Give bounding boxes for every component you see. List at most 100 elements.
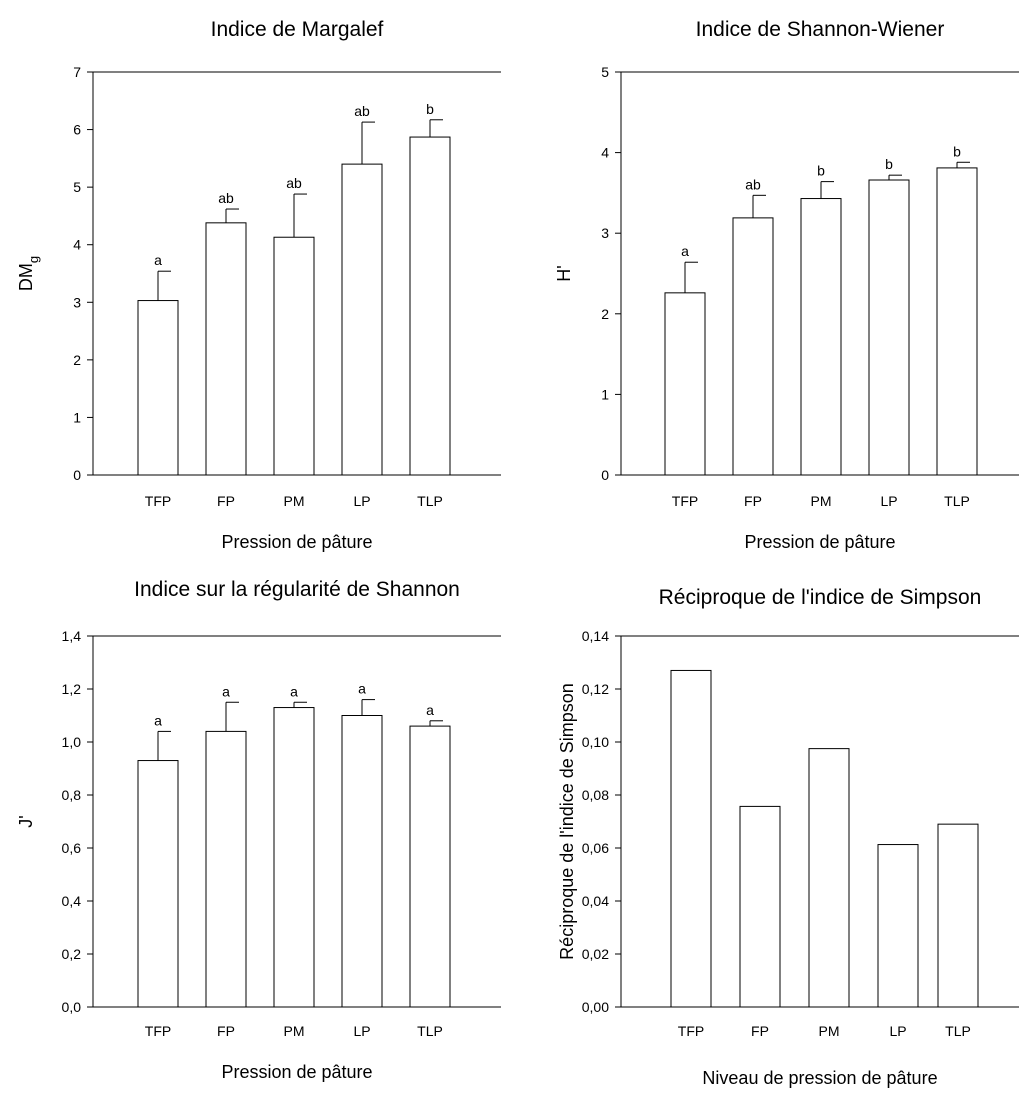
bar xyxy=(739,805,781,1008)
y-tick-label: 3 xyxy=(601,225,609,241)
chart-panel-2: Indice de Shannon-Wiener 0 1 2 3 4 5 a TFP ab FP b P… xyxy=(554,18,1019,552)
significance-letter: a xyxy=(222,683,230,699)
bar xyxy=(937,823,979,1008)
y-tick-label: 0,06 xyxy=(582,840,609,856)
y-tick-label: 0,00 xyxy=(582,999,609,1015)
bar xyxy=(800,198,842,476)
y-tick-label: 0 xyxy=(73,467,81,483)
y-axis-label: DMg xyxy=(16,256,41,291)
x-axis-label: Pression de pâture xyxy=(221,532,372,552)
x-tick-label: TLP xyxy=(417,1023,443,1039)
x-tick-label: FP xyxy=(217,1023,235,1039)
bar xyxy=(868,179,910,476)
y-tick-label: 0,8 xyxy=(62,787,82,803)
bar xyxy=(341,163,383,476)
bar xyxy=(137,300,179,476)
y-tick-label: 0,2 xyxy=(62,946,82,962)
y-axis-label: Réciproque de l'indice de Simpson xyxy=(557,683,577,960)
bar xyxy=(808,748,850,1008)
chart-panel-3: Indice sur la régularité de Shannon 0,0 0,… xyxy=(16,578,501,1082)
significance-letter: b xyxy=(885,156,893,172)
bar xyxy=(137,760,179,1008)
chart-title: Indice sur la régularité de Shannon xyxy=(134,578,460,601)
x-tick-label: PM xyxy=(811,493,832,509)
y-tick-label: 0 xyxy=(601,467,609,483)
y-tick-label: 0,02 xyxy=(582,946,609,962)
bar xyxy=(205,730,247,1008)
significance-letter: a xyxy=(154,252,162,268)
bar xyxy=(273,707,315,1008)
significance-letter: a xyxy=(358,681,366,697)
y-tick-label: 0,08 xyxy=(582,787,609,803)
significance-letter: a xyxy=(681,243,689,259)
x-tick-label: LP xyxy=(353,1023,370,1039)
y-tick-label: 3 xyxy=(73,294,81,310)
y-tick-label: 1,2 xyxy=(62,681,82,697)
x-tick-label: TFP xyxy=(678,1023,704,1039)
significance-letter: ab xyxy=(218,190,234,206)
x-tick-label: TFP xyxy=(145,493,171,509)
y-tick-label: 1 xyxy=(73,409,81,425)
y-tick-label: 4 xyxy=(601,145,609,161)
x-tick-label: PM xyxy=(284,493,305,509)
y-tick-label: 0,14 xyxy=(582,628,609,644)
chart-panel-1: Indice de Margalef 0 1 2 3 4 5 6 7 a TFP ab FP ab PM ab… xyxy=(16,18,501,552)
bar xyxy=(409,725,451,1008)
y-tick-label: 1 xyxy=(601,386,609,402)
x-tick-label: PM xyxy=(819,1023,840,1039)
bar xyxy=(341,715,383,1008)
y-tick-label: 2 xyxy=(73,352,81,368)
bar xyxy=(273,236,315,476)
y-tick-label: 0,4 xyxy=(62,893,82,909)
significance-letter: a xyxy=(290,683,298,699)
y-tick-label: 5 xyxy=(73,179,81,195)
x-tick-label: TFP xyxy=(145,1023,171,1039)
y-tick-label: 1,0 xyxy=(62,734,82,750)
y-tick-label: 0,10 xyxy=(582,734,609,750)
y-axis-label: H' xyxy=(554,265,574,281)
y-tick-label: 2 xyxy=(601,306,609,322)
x-tick-label: TFP xyxy=(672,493,698,509)
chart-title: Réciproque de l'indice de Simpson xyxy=(659,586,982,609)
significance-letter: a xyxy=(426,702,434,718)
y-tick-label: 7 xyxy=(73,64,81,80)
significance-letter: b xyxy=(817,163,825,179)
chart-panel-4: Réciproque de l'indice de Simpson 0,00 0,0… xyxy=(557,586,1019,1088)
y-tick-label: 4 xyxy=(73,237,81,253)
x-tick-label: LP xyxy=(889,1023,906,1039)
x-tick-label: FP xyxy=(217,493,235,509)
y-tick-label: 0,6 xyxy=(62,840,82,856)
x-tick-label: TLP xyxy=(944,493,970,509)
bar xyxy=(877,844,919,1008)
significance-letter: ab xyxy=(745,176,761,192)
x-axis-label: Pression de pâture xyxy=(221,1062,372,1082)
y-tick-label: 5 xyxy=(601,64,609,80)
significance-letter: b xyxy=(953,143,961,159)
y-tick-label: 0,0 xyxy=(62,999,82,1015)
x-tick-label: LP xyxy=(880,493,897,509)
x-tick-label: TLP xyxy=(417,493,443,509)
bar xyxy=(732,217,774,476)
significance-letter: ab xyxy=(286,175,302,191)
x-tick-label: LP xyxy=(353,493,370,509)
x-axis-label: Pression de pâture xyxy=(744,532,895,552)
significance-letter: a xyxy=(154,712,162,728)
x-tick-label: FP xyxy=(744,493,762,509)
significance-letter: ab xyxy=(354,103,370,119)
bar xyxy=(664,292,706,476)
x-tick-label: PM xyxy=(284,1023,305,1039)
bar xyxy=(205,222,247,476)
bar xyxy=(670,669,712,1008)
bar xyxy=(409,136,451,476)
y-tick-label: 0,04 xyxy=(582,893,609,909)
x-tick-label: TLP xyxy=(945,1023,971,1039)
y-tick-label: 0,12 xyxy=(582,681,609,697)
significance-letter: b xyxy=(426,101,434,117)
bar xyxy=(936,167,978,476)
y-axis-label: J' xyxy=(16,815,36,827)
chart-title: Indice de Shannon-Wiener xyxy=(696,18,945,41)
y-tick-label: 6 xyxy=(73,122,81,138)
x-tick-label: FP xyxy=(751,1023,769,1039)
chart-title: Indice de Margalef xyxy=(211,18,384,41)
